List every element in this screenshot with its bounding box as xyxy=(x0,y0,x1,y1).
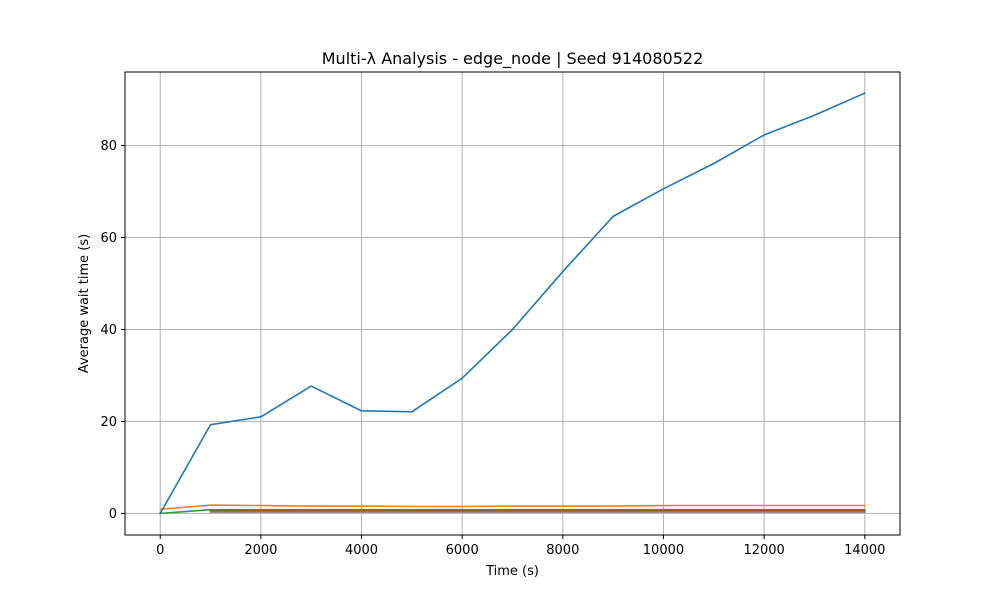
series-line xyxy=(159,504,866,511)
y-tick-label: 80 xyxy=(100,139,117,154)
x-tick-label: 12000 xyxy=(743,543,784,558)
y-axis-label: Average wait time (s) xyxy=(77,234,92,373)
ticks: 0 2000 4000 6000 8000 10000 12000 14000 0 20 40 60 8… xyxy=(100,139,885,558)
x-tick-label: 6000 xyxy=(446,543,479,558)
series-layer xyxy=(159,92,866,515)
x-tick-label: 0 xyxy=(156,543,164,558)
y-tick-label: 60 xyxy=(100,231,117,246)
x-tick-label: 4000 xyxy=(345,543,378,558)
x-tick-label: 8000 xyxy=(546,543,579,558)
chart-title: Multi-λ Analysis - edge_node | Seed 9140… xyxy=(322,49,704,69)
series-line xyxy=(159,92,866,515)
plot-frame xyxy=(124,71,901,536)
x-axis-label: Time (s) xyxy=(485,564,539,579)
x-tick-label: 10000 xyxy=(643,543,684,558)
x-tick-label: 2000 xyxy=(244,543,277,558)
y-tick-label: 40 xyxy=(100,323,117,338)
y-tick-label: 20 xyxy=(100,415,117,430)
series-line xyxy=(159,508,866,515)
x-tick-label: 14000 xyxy=(844,543,885,558)
y-tick-label: 0 xyxy=(109,507,117,522)
